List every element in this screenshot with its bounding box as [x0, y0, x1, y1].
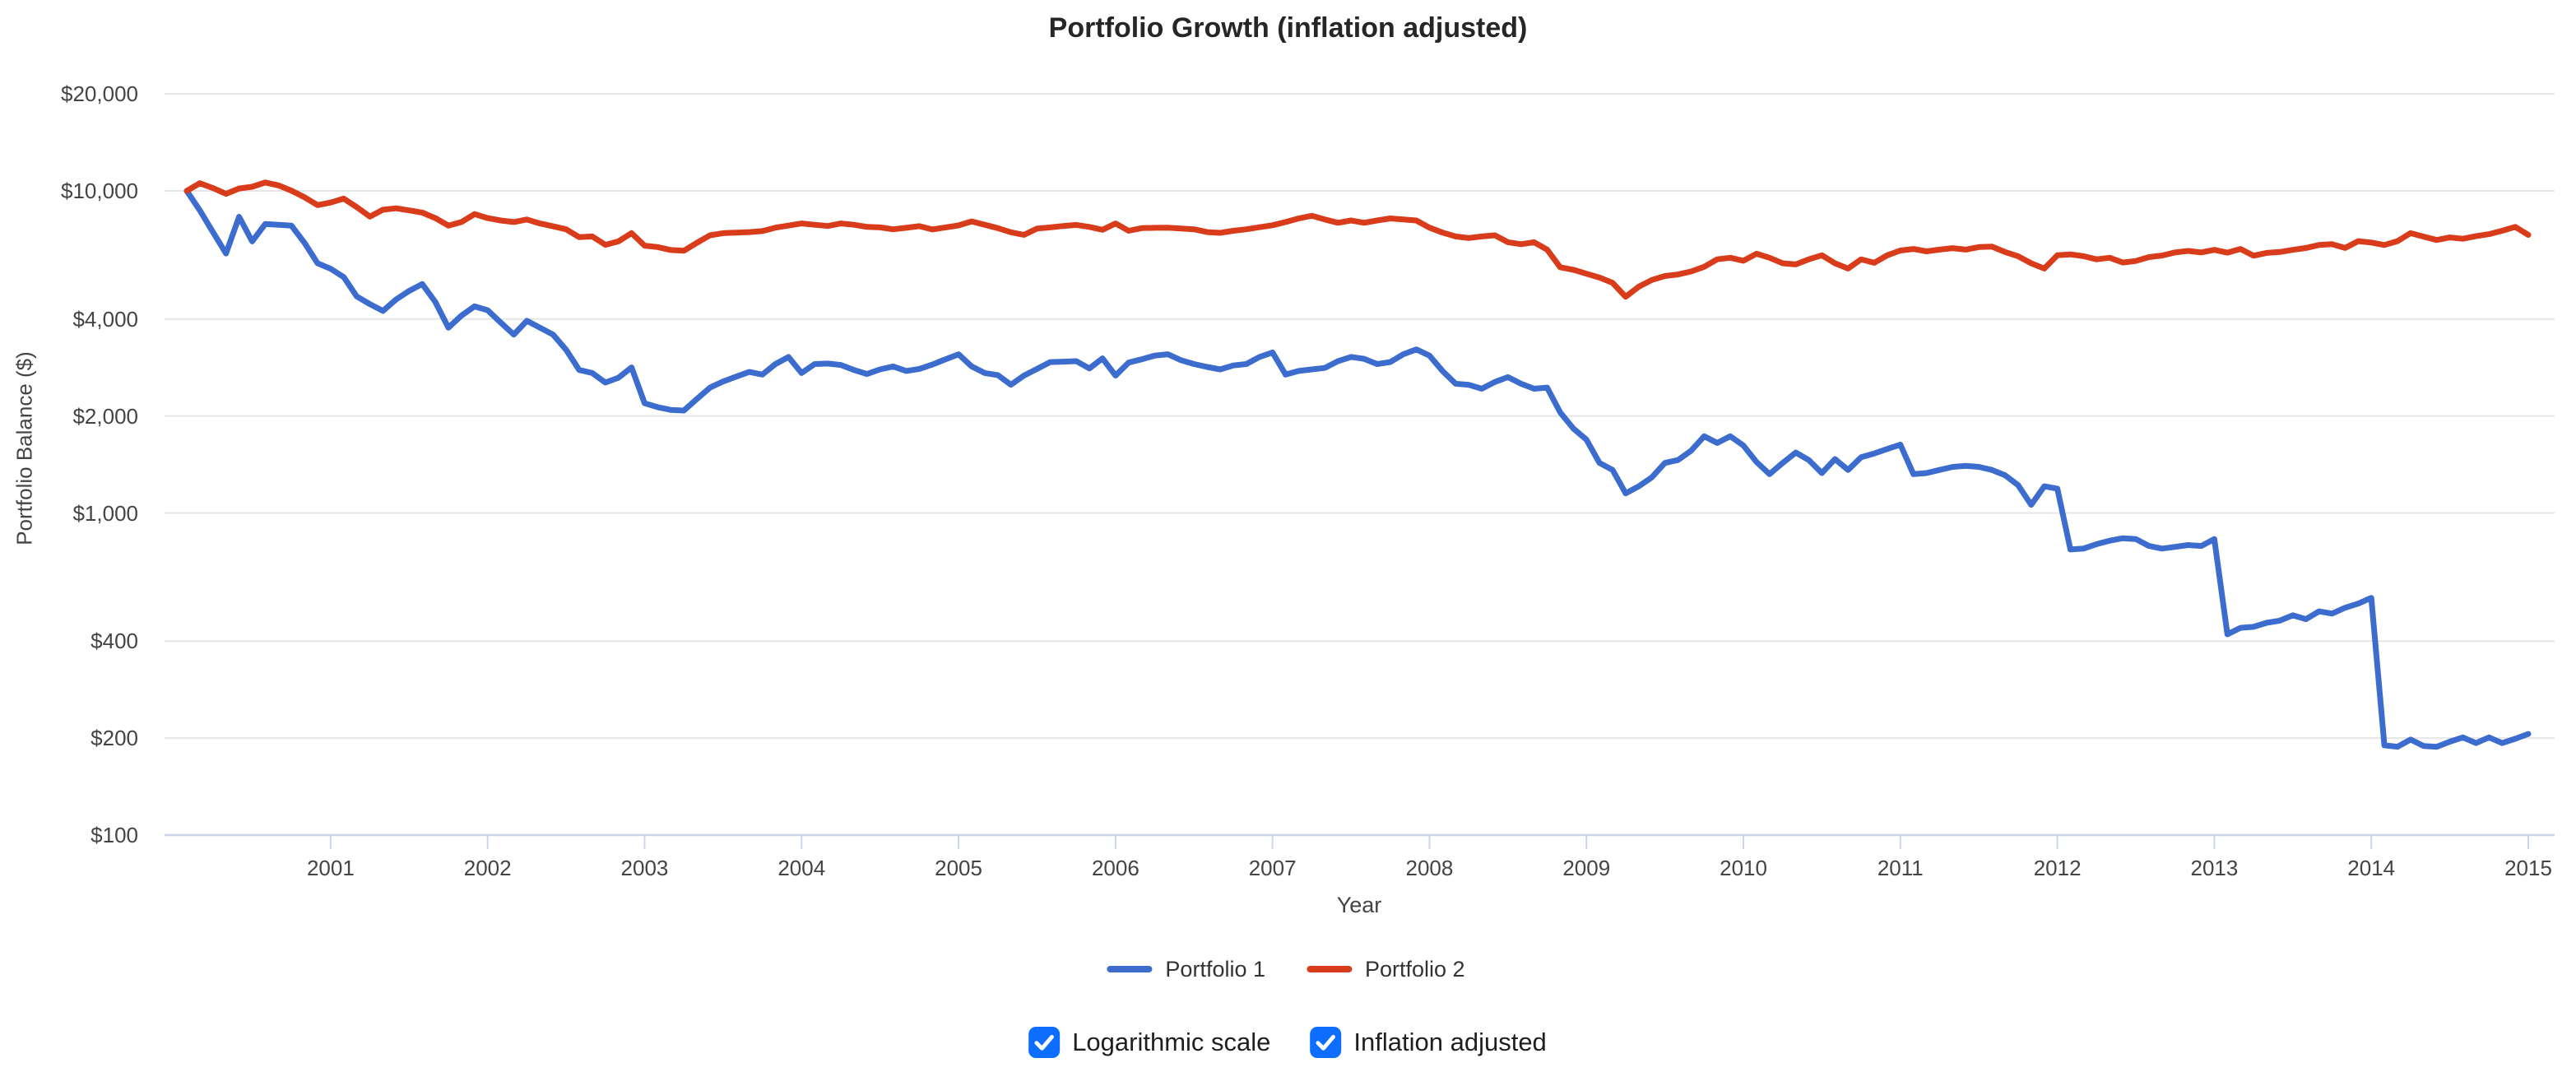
x-tick-label: 2004	[777, 856, 826, 880]
y-tick-label: $4,000	[72, 306, 138, 332]
x-tick-label: 2005	[935, 856, 982, 880]
x-tick-label: 2014	[2347, 856, 2396, 880]
portfolio-2-line-swatch	[1307, 966, 1352, 972]
portfolio-1-line-swatch	[1107, 966, 1153, 972]
series-line-portfolio-2[interactable]	[183, 179, 2532, 300]
x-tick-label: 2012	[2033, 856, 2082, 880]
x-tick-label: 2011	[1877, 856, 1924, 880]
checkbox-checked-icon[interactable]	[1310, 1027, 1342, 1058]
y-tick-label: $200	[91, 726, 138, 751]
x-tick-label: 2007	[1248, 856, 1297, 880]
logarithmic-scale-checkbox[interactable]: Logarithmic scale	[1028, 1025, 1270, 1060]
y-tick-label: $10,000	[61, 179, 138, 203]
y-tick-label: $2,000	[72, 403, 138, 429]
legend-item-portfolio-1[interactable]: Portfolio 1	[1107, 954, 1265, 984]
x-tick-label: 2003	[620, 856, 669, 880]
legend-label-portfolio-1: Portfolio 1	[1165, 957, 1265, 982]
y-tick-label: $400	[91, 629, 138, 654]
chart-title: Portfolio Growth (inflation adjusted)	[1048, 12, 1528, 44]
checkbox-checked-icon[interactable]	[1028, 1027, 1061, 1058]
chart-controls: Logarithmic scale Inflation adjusted	[1028, 1025, 1547, 1060]
x-axis-title: Year	[1336, 893, 1382, 917]
legend-label-portfolio-2: Portfolio 2	[1365, 957, 1465, 982]
inflation-adjusted-label: Inflation adjusted	[1353, 1028, 1547, 1056]
series-line-portfolio-1[interactable]	[183, 188, 2532, 750]
inflation-adjusted-checkbox[interactable]: Inflation adjusted	[1310, 1025, 1547, 1060]
x-tick-label: 2002	[463, 856, 512, 880]
legend: Portfolio 1 Portfolio 2	[1107, 954, 1465, 984]
y-tick-label: $100	[91, 823, 138, 847]
x-tick-label: 2013	[2190, 856, 2239, 880]
x-tick-label: 2008	[1405, 856, 1454, 880]
x-tick-label: 2010	[1720, 856, 1767, 880]
y-tick-label: $1,000	[72, 500, 138, 526]
x-tick-label: 2006	[1091, 856, 1139, 880]
x-tick-label: 2009	[1562, 856, 1611, 880]
legend-item-portfolio-2[interactable]: Portfolio 2	[1307, 954, 1465, 984]
x-tick-label: 2001	[306, 856, 355, 880]
logarithmic-scale-label: Logarithmic scale	[1072, 1028, 1271, 1056]
y-tick-label: $20,000	[61, 81, 138, 107]
x-tick-label: 2015	[2504, 856, 2552, 880]
